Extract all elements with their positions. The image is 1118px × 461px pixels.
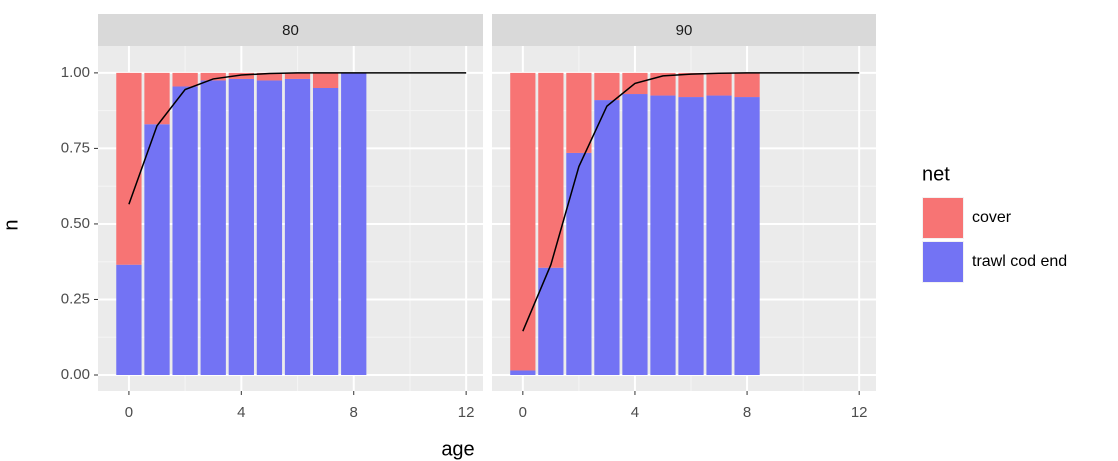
bar-segment — [622, 94, 648, 375]
y-tick-label: 0.50 — [61, 215, 90, 232]
legend-label: trawl cod end — [972, 253, 1067, 270]
bar-segment — [144, 72, 170, 125]
bar-segment — [256, 72, 283, 81]
legend-title: net — [922, 163, 950, 185]
y-tick-label: 1.00 — [61, 64, 90, 81]
bar-segment — [566, 152, 592, 375]
bar-segment — [116, 264, 142, 375]
bar-segment — [734, 72, 760, 98]
bar-segment — [510, 72, 536, 371]
bar-segment — [312, 72, 339, 88]
bar-segment — [566, 72, 592, 153]
y-axis-label: n — [0, 219, 22, 230]
strip — [492, 14, 876, 46]
legend-key — [923, 198, 963, 238]
bar-segment — [228, 78, 254, 375]
bar-segment — [172, 72, 198, 87]
bar-segment — [538, 72, 564, 268]
x-tick-label: 12 — [851, 404, 868, 421]
x-tick-label: 4 — [631, 404, 639, 421]
bar-segment — [706, 72, 732, 96]
legend-label: cover — [972, 209, 1012, 226]
bar-segment — [284, 72, 311, 79]
bar-segment — [256, 80, 283, 375]
strip — [98, 14, 483, 46]
curve — [128, 72, 467, 205]
bar-segment — [594, 100, 620, 375]
curve — [522, 72, 860, 332]
y-tick-label: 0.25 — [61, 290, 90, 307]
x-tick-label: 8 — [743, 404, 751, 421]
bar-segment — [284, 78, 311, 375]
x-tick-label: 4 — [237, 404, 245, 421]
bar-segment — [678, 97, 704, 375]
legend-key — [923, 242, 963, 282]
x-axis-label: age — [441, 438, 474, 460]
bar-segment — [172, 86, 198, 375]
strip-label: 80 — [282, 22, 299, 39]
bar-segment — [510, 370, 536, 375]
x-tick-label: 0 — [519, 404, 527, 421]
bar-segment — [200, 80, 226, 375]
bar-segment — [650, 72, 676, 96]
bar-segment — [594, 72, 620, 101]
x-tick-label: 8 — [350, 404, 358, 421]
y-tick-label: 0.75 — [61, 139, 90, 156]
bar-segment — [650, 95, 676, 375]
bar-segment — [678, 72, 704, 98]
bar-segment — [706, 95, 732, 375]
y-tick-label: 0.00 — [61, 366, 90, 383]
bar-segment — [341, 72, 367, 375]
bar-segment — [228, 72, 254, 79]
bar-segment — [144, 124, 170, 375]
x-tick-label: 12 — [458, 404, 475, 421]
bar-segment — [200, 72, 226, 81]
bar-segment — [312, 87, 339, 375]
strip-label: 90 — [676, 22, 693, 39]
x-tick-label: 0 — [125, 404, 133, 421]
bar-segment — [116, 72, 142, 265]
bar-segment — [734, 97, 760, 375]
